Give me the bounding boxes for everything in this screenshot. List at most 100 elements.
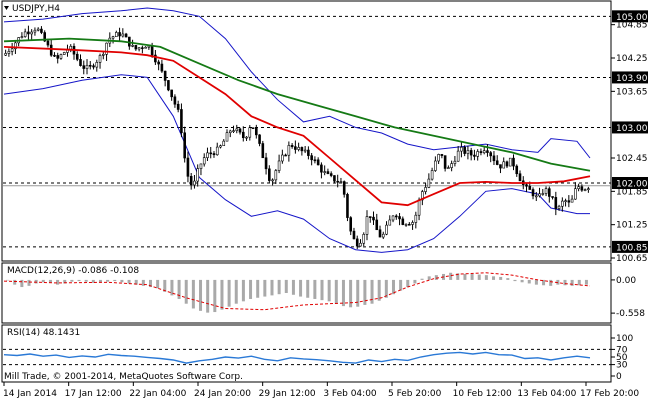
level-tag — [612, 177, 648, 189]
macd-histogram-bar — [477, 274, 481, 280]
macd-histogram-bar — [163, 279, 167, 292]
macd-histogram-bar — [356, 279, 360, 307]
price-panel[interactable] — [1, 0, 612, 262]
macd-histogram-bar — [56, 279, 60, 285]
macd-histogram-bar — [127, 279, 131, 284]
candle-body — [316, 159, 320, 166]
macd-histogram-bar — [170, 279, 174, 296]
candle-body — [264, 157, 268, 170]
candle-body — [176, 103, 180, 110]
candle-body — [307, 149, 310, 156]
candle-body — [235, 128, 239, 131]
candle-body — [4, 53, 7, 56]
candle-body — [473, 154, 476, 157]
candle-body — [303, 149, 307, 152]
macd-histogram-bar — [534, 279, 538, 285]
candle-body — [489, 152, 493, 157]
macd-histogram-bar — [449, 272, 453, 280]
candle-body — [346, 194, 349, 218]
candle-body — [476, 151, 479, 157]
candle-body — [502, 161, 506, 169]
candle-body — [131, 45, 134, 47]
candle-body — [79, 59, 82, 66]
candle-body — [531, 189, 535, 197]
candle-body — [323, 171, 326, 173]
candle-body — [105, 42, 108, 55]
candle-body — [388, 219, 392, 226]
candle-body — [59, 54, 63, 59]
macd-histogram-bar — [563, 279, 567, 286]
candle-body — [326, 171, 330, 174]
candle-body — [232, 130, 235, 132]
rsi-tick-label: 70 — [616, 345, 628, 355]
macd-panel[interactable] — [1, 262, 612, 324]
chart-title: USDJPY,H4 — [12, 4, 60, 14]
candle-body — [245, 136, 248, 139]
macd-histogram-bar — [520, 279, 524, 283]
candle-body — [202, 157, 206, 165]
candle-body — [124, 33, 128, 38]
candle-body — [258, 134, 261, 144]
candle-body — [150, 45, 154, 56]
candle-body — [463, 146, 466, 154]
band-upper-line — [3, 7, 591, 159]
candle-body — [33, 29, 37, 33]
macd-indicator: 0.00 -0.558 — [3, 272, 645, 319]
collapse-triangle-icon[interactable] — [4, 6, 9, 10]
candle-body — [20, 36, 24, 38]
candle-body — [329, 173, 333, 176]
moving-averages — [3, 37, 591, 207]
macd-histogram-bar — [270, 279, 274, 296]
macd-histogram-bar — [456, 273, 460, 280]
candle-body — [277, 160, 281, 171]
level-tag-label: 103.90 — [616, 74, 648, 84]
macd-signal-line — [3, 272, 591, 311]
candle-body — [85, 64, 89, 69]
rsi-panel[interactable] — [1, 324, 612, 383]
macd-histogram-bar — [434, 275, 438, 280]
macd-histogram-bar — [313, 279, 317, 299]
candle-body — [183, 132, 186, 159]
candle-body — [141, 47, 144, 49]
candle-body — [437, 154, 440, 162]
candle-body — [56, 55, 60, 59]
candle-body — [46, 40, 50, 46]
time-tick-label: 29 Jan 12:00 — [259, 389, 316, 399]
macd-histogram-bar — [584, 279, 588, 285]
price-tick-label: 104.25 — [616, 54, 648, 64]
macd-histogram-bar — [277, 279, 281, 295]
rsi-tick-label: 100 — [616, 334, 633, 344]
candle-body — [281, 154, 284, 162]
time-tick-label: 24 Jan 20:00 — [194, 389, 251, 399]
rsi-tick-label: 50 — [616, 353, 628, 363]
macd-histogram-bar — [420, 278, 424, 280]
candle-body — [137, 47, 141, 50]
level-tag — [612, 121, 648, 134]
macd-histogram-bar — [141, 279, 145, 286]
candle-body — [186, 157, 190, 177]
rsi-line — [3, 351, 591, 364]
price-tick-label: 104.85 — [616, 21, 648, 31]
macd-histogram-bar — [113, 279, 117, 282]
candle-body — [10, 48, 14, 52]
candle-body — [447, 167, 450, 169]
candle-body — [342, 181, 346, 195]
candle-body — [69, 45, 73, 50]
macd-histogram-bar — [63, 279, 67, 284]
candle-body — [368, 216, 372, 218]
candle-body — [505, 161, 509, 167]
candle-body — [134, 45, 138, 50]
candle-body — [372, 216, 375, 221]
candle-body — [98, 55, 102, 63]
macd-histogram-bar — [463, 273, 467, 280]
macd-histogram-bar — [177, 279, 181, 299]
candle-body — [333, 175, 336, 182]
macd-histogram-bar — [120, 279, 124, 283]
macd-histogram-bar — [213, 279, 217, 313]
candle-body — [180, 109, 183, 134]
candle-body — [564, 200, 567, 202]
candle-body — [460, 146, 463, 152]
macd-histogram-bar — [234, 279, 238, 304]
